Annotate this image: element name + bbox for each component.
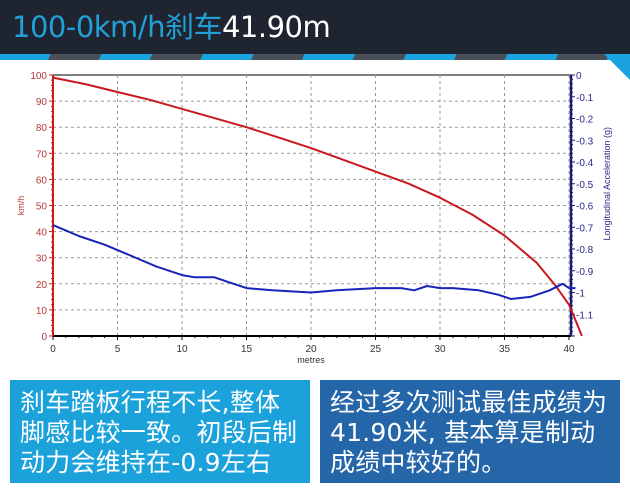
chart-svg: 0 5 10 15 20 25 30 35 40 metres 0 10 20 30 40 50 60 70 80 9… (16, 71, 612, 365)
left-tick-label: 20 (36, 280, 48, 291)
x-tick-label: 35 (499, 344, 511, 355)
right-tick-label: -0.5 (576, 180, 594, 191)
right-tick-label: -1.1 (576, 310, 594, 321)
x-tick-label: 40 (563, 344, 575, 355)
title-value: 41.90m (221, 10, 331, 44)
braking-chart: 0 5 10 15 20 25 30 35 40 metres 0 10 20 30 40 50 60 70 80 9… (0, 60, 630, 370)
left-tick-label: 100 (30, 71, 47, 82)
right-tick-label: -0.6 (576, 202, 594, 213)
right-tick-label: -0.4 (576, 158, 594, 169)
x-tick-label: 0 (50, 344, 56, 355)
header-stripe (0, 54, 630, 60)
note-right: 经过多次测试最佳成绩为41.90米, 基本算是制动成绩中较好的。 (320, 380, 620, 483)
title-highlight: 100-0km/h刹车 (12, 10, 222, 44)
x-tick-label: 15 (241, 344, 253, 355)
note-left-text: 刹车踏板行程不长,整体脚感比较一致。初段后制动力会维持在-0.9左右 (20, 388, 298, 477)
x-axis-label: metres (297, 355, 325, 365)
corner-accent (604, 54, 630, 80)
acceleration-line (52, 224, 576, 300)
x-tick-label: 25 (370, 344, 382, 355)
left-tick-label: 0 (41, 332, 47, 343)
right-tick-label: -0.1 (576, 93, 594, 104)
x-tick-label: 20 (305, 344, 317, 355)
x-tick-label: 30 (434, 344, 446, 355)
right-tick-label: -0.3 (576, 136, 594, 147)
left-tick-label: 60 (36, 175, 48, 186)
left-tick-label: 30 (36, 254, 48, 265)
left-tick-label: 90 (36, 97, 48, 108)
right-axis-label: Longitudinal Acceleration (g) (602, 127, 612, 241)
speed-line (52, 76, 583, 337)
left-tick-label: 40 (36, 228, 48, 239)
x-tick-label: 10 (176, 344, 188, 355)
left-tick-label: 80 (36, 123, 48, 134)
right-tick-label: 0 (576, 71, 582, 82)
left-tick-label: 70 (36, 149, 48, 160)
x-tick-label: 5 (115, 344, 121, 355)
note-left: 刹车踏板行程不长,整体脚感比较一致。初段后制动力会维持在-0.9左右 (10, 380, 310, 483)
page-title: 100-0km/h刹车41.90m (12, 9, 331, 45)
right-tick-label: -0.7 (576, 223, 594, 234)
left-tick-label: 50 (36, 202, 48, 213)
right-tick-label: -0.8 (576, 245, 594, 256)
left-tick-label: 10 (36, 306, 48, 317)
right-tick-label: -0.9 (576, 267, 594, 278)
right-tick-label: -1 (576, 289, 585, 300)
header-bar: 100-0km/h刹车41.90m (0, 0, 630, 54)
note-right-text: 经过多次测试最佳成绩为41.90米, 基本算是制动成绩中较好的。 (330, 388, 608, 477)
left-axis-label: km/h (16, 196, 26, 216)
right-tick-label: -0.2 (576, 115, 594, 126)
